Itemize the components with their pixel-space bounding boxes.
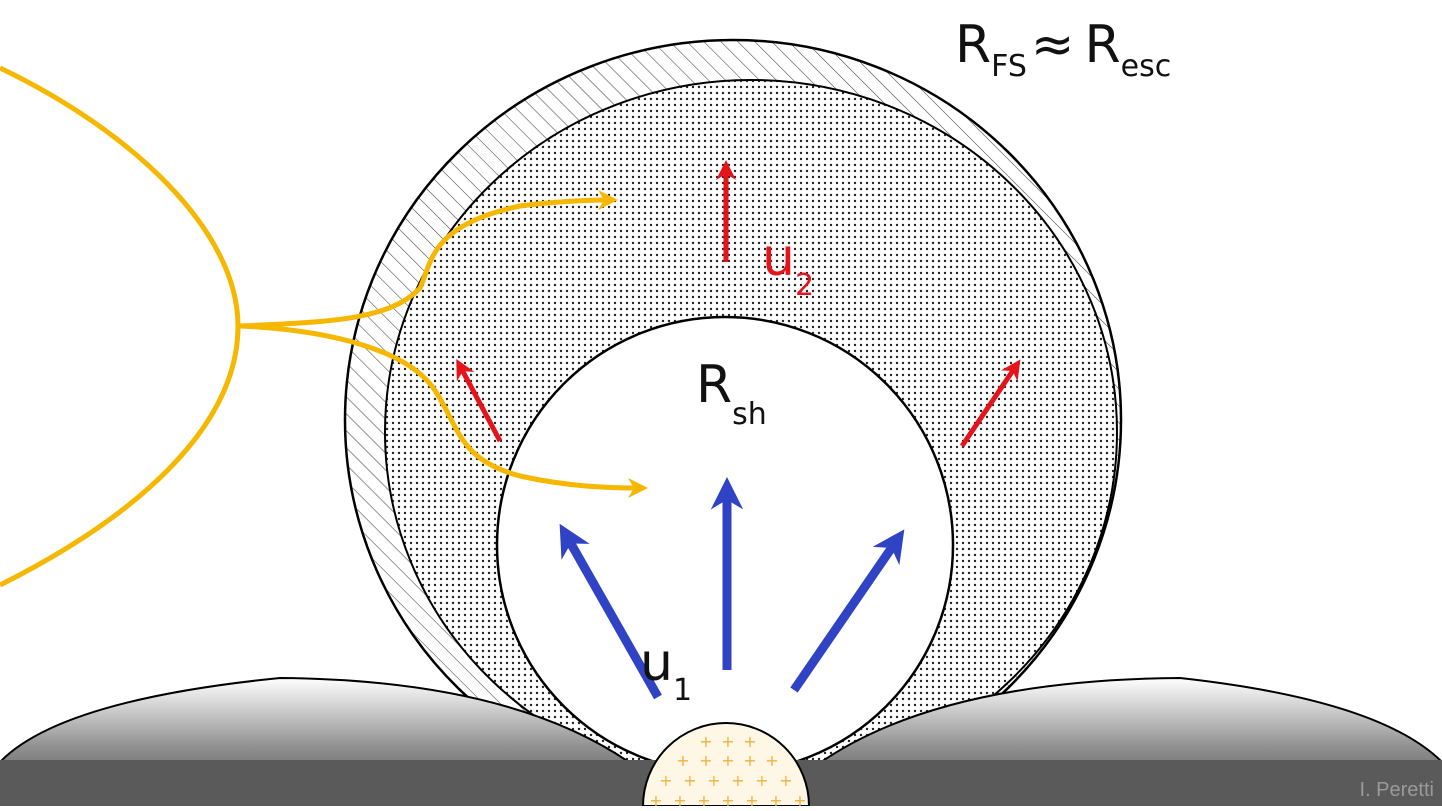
svg-text:Rsh: Rsh xyxy=(696,355,767,432)
downstream-arrow-left xyxy=(456,358,503,443)
svg-text:+: + xyxy=(699,732,712,751)
label-rsh-main: R xyxy=(696,355,732,415)
label-resc-sub: esc xyxy=(1121,49,1172,84)
svg-text:RFS≈Resc: RFS≈ Resc xyxy=(955,15,1171,84)
author-credit: I. Peretti xyxy=(1360,779,1434,801)
svg-text:+: + xyxy=(673,791,686,806)
svg-text:+: + xyxy=(743,732,756,751)
label-rfs-main: R xyxy=(955,15,991,75)
label-forward-shock: RFS≈ Resc xyxy=(955,15,1171,84)
svg-text:+: + xyxy=(779,771,792,790)
particle-trajectory xyxy=(0,65,648,588)
svg-text:+: + xyxy=(707,771,720,790)
svg-text:+: + xyxy=(721,751,734,770)
label-rsh-sub: sh xyxy=(732,397,767,432)
downstream-arrows xyxy=(456,160,1021,448)
svg-text:+: + xyxy=(793,791,806,806)
svg-text:+: + xyxy=(659,771,672,790)
svg-text:+: + xyxy=(699,751,712,770)
label-shock-radius: Rsh xyxy=(696,355,767,432)
label-u2-main: u xyxy=(762,228,795,288)
svg-text:+: + xyxy=(721,732,734,751)
label-u1-sub: 1 xyxy=(673,673,692,708)
svg-text:+: + xyxy=(745,791,758,806)
svg-text:+: + xyxy=(676,751,689,770)
label-resc-main: R xyxy=(1085,15,1121,75)
label-u2-sub: 2 xyxy=(795,268,814,303)
label-approx: ≈ xyxy=(1031,15,1075,75)
svg-text:+: + xyxy=(649,791,662,806)
upstream-arrow-left xyxy=(559,523,662,700)
svg-text:+: + xyxy=(721,791,734,806)
svg-text:+: + xyxy=(697,791,710,806)
svg-text:u2: u2 xyxy=(762,228,814,303)
svg-text:+: + xyxy=(755,771,768,790)
label-u1-main: u xyxy=(640,633,673,693)
svg-text:+: + xyxy=(731,771,744,790)
svg-text:+: + xyxy=(743,751,756,770)
svg-text:+: + xyxy=(765,751,778,770)
label-upstream-velocity: u1 xyxy=(640,633,692,708)
star-cluster: + + + + + + + + + + + + + + + + + + + + + xyxy=(641,722,811,810)
svg-text:+: + xyxy=(683,771,696,790)
svg-text:+: + xyxy=(769,791,782,806)
label-downstream-velocity: u2 xyxy=(762,228,814,303)
particle-path-lower xyxy=(239,323,648,498)
svg-text:u1: u1 xyxy=(640,633,692,708)
downstream-arrow-right xyxy=(959,359,1021,448)
particle-path-outer xyxy=(0,65,241,588)
particle-path-upper xyxy=(239,190,618,329)
upstream-arrow-right xyxy=(790,529,905,693)
label-rfs-sub: FS xyxy=(991,49,1027,84)
upstream-arrows xyxy=(559,477,905,700)
